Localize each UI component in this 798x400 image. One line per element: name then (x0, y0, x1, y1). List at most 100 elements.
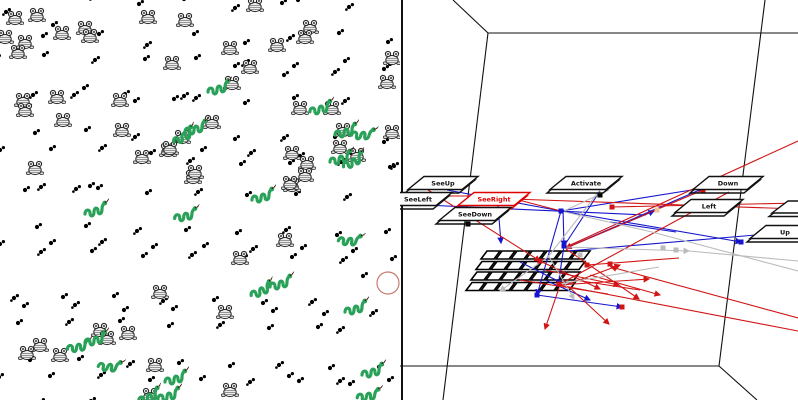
frog-agent (16, 34, 34, 50)
bug-agent (343, 193, 352, 201)
frog-agent (378, 74, 396, 90)
bug-agent (238, 160, 246, 167)
plate-label-up: Up (780, 228, 790, 236)
bug-agent (97, 371, 106, 379)
bug-agent (140, 252, 148, 259)
bug-agent (296, 377, 304, 384)
network-node (673, 247, 679, 253)
bug-agent (132, 97, 140, 104)
bug-agent (389, 255, 397, 262)
bug-agent (143, 41, 152, 49)
bug-agent (37, 248, 47, 256)
bug-agent (121, 306, 129, 313)
plate-left: Left (670, 198, 745, 217)
grid-cell (499, 271, 522, 281)
bug-agent (242, 39, 250, 46)
bug-agent (34, 223, 43, 230)
bug-agent (171, 95, 179, 102)
network-view-3d[interactable]: SeeUp SeeLeft SeeRight SeeDown Activate Down L… (400, 0, 798, 400)
bug-agent (211, 296, 219, 303)
bug-agent (83, 222, 91, 229)
selected-agent-ring (376, 271, 400, 295)
grid-cell (474, 260, 497, 271)
plate-label-see-up: SeeUp (431, 179, 455, 187)
bug-agent (0, 146, 5, 153)
bug-agent (60, 293, 68, 300)
hidden-node-grid (464, 250, 592, 292)
bug-agent (381, 138, 389, 145)
bug-agent (72, 185, 81, 193)
snake-agent (268, 271, 294, 291)
bug-agent (198, 375, 206, 382)
bug-agent (15, 319, 23, 326)
bug-agent (81, 84, 89, 91)
bug-agent (342, 57, 350, 64)
network-node (584, 262, 590, 268)
frog-agent (231, 250, 249, 266)
bugs-layer (0, 0, 399, 400)
bug-agent (360, 272, 368, 279)
network-edges (401, 140, 798, 332)
bug-agent (10, 294, 19, 302)
frog-agent (18, 345, 36, 361)
bug-agent (350, 247, 358, 254)
bug-agent (286, 372, 294, 379)
bug-agent (336, 377, 345, 385)
grid-cell (464, 281, 487, 292)
bug-agent (347, 380, 355, 387)
bug-agent (232, 62, 240, 69)
bug-agent (91, 56, 100, 64)
bug-agent (299, 244, 307, 251)
bug-agent (345, 3, 354, 11)
bug-agent (246, 378, 255, 386)
node-plates: SeeUp SeeLeft SeeRight SeeDown Activate Down L… (400, 175, 798, 243)
bug-agent (41, 51, 50, 58)
network-node (556, 281, 562, 287)
grid-cell (494, 250, 517, 260)
bug-agent (136, 0, 144, 7)
network-node (561, 243, 567, 249)
world-view-2d[interactable] (0, 0, 400, 400)
frog-agent (151, 284, 169, 300)
network-node (577, 252, 583, 258)
bug-agent (191, 30, 199, 37)
bug-agent (48, 239, 57, 246)
bug-agent (280, 134, 289, 142)
world-canvas (0, 0, 400, 400)
bug-agent (331, 68, 340, 76)
bug-agent (0, 54, 1, 58)
network-node (597, 192, 603, 198)
bug-agent (133, 227, 142, 235)
grid-cell (479, 281, 502, 292)
bug-agent (22, 186, 30, 193)
bug-agent (279, 0, 287, 6)
bug-agent (98, 238, 107, 246)
snake-agent (156, 383, 182, 400)
plate-right-cut (766, 200, 798, 218)
bug-agent (0, 373, 4, 379)
bug-agent (32, 129, 41, 136)
bug-agent (336, 29, 344, 36)
frog-agent (119, 325, 137, 341)
bug-agent (327, 364, 335, 371)
bug-agent (170, 305, 178, 312)
frog-agent (276, 232, 294, 248)
frog-agent (26, 160, 44, 176)
bug-agent (194, 188, 203, 196)
snake-agent (355, 381, 383, 400)
bug-agent (234, 229, 242, 236)
plate-down: Down (688, 175, 765, 194)
network-node (660, 245, 666, 251)
frog-agent (383, 124, 400, 140)
bug-agent (98, 144, 107, 152)
bug-agent (270, 307, 278, 314)
bug-agent (96, 30, 104, 37)
bug-agent (227, 362, 235, 369)
snake-agent (172, 202, 200, 224)
plate-see-right: SeeRight (453, 191, 532, 210)
plate-up: Up (745, 224, 798, 243)
grid-cell (484, 271, 507, 281)
frog-agent (51, 347, 69, 363)
grid-cell (509, 281, 532, 292)
